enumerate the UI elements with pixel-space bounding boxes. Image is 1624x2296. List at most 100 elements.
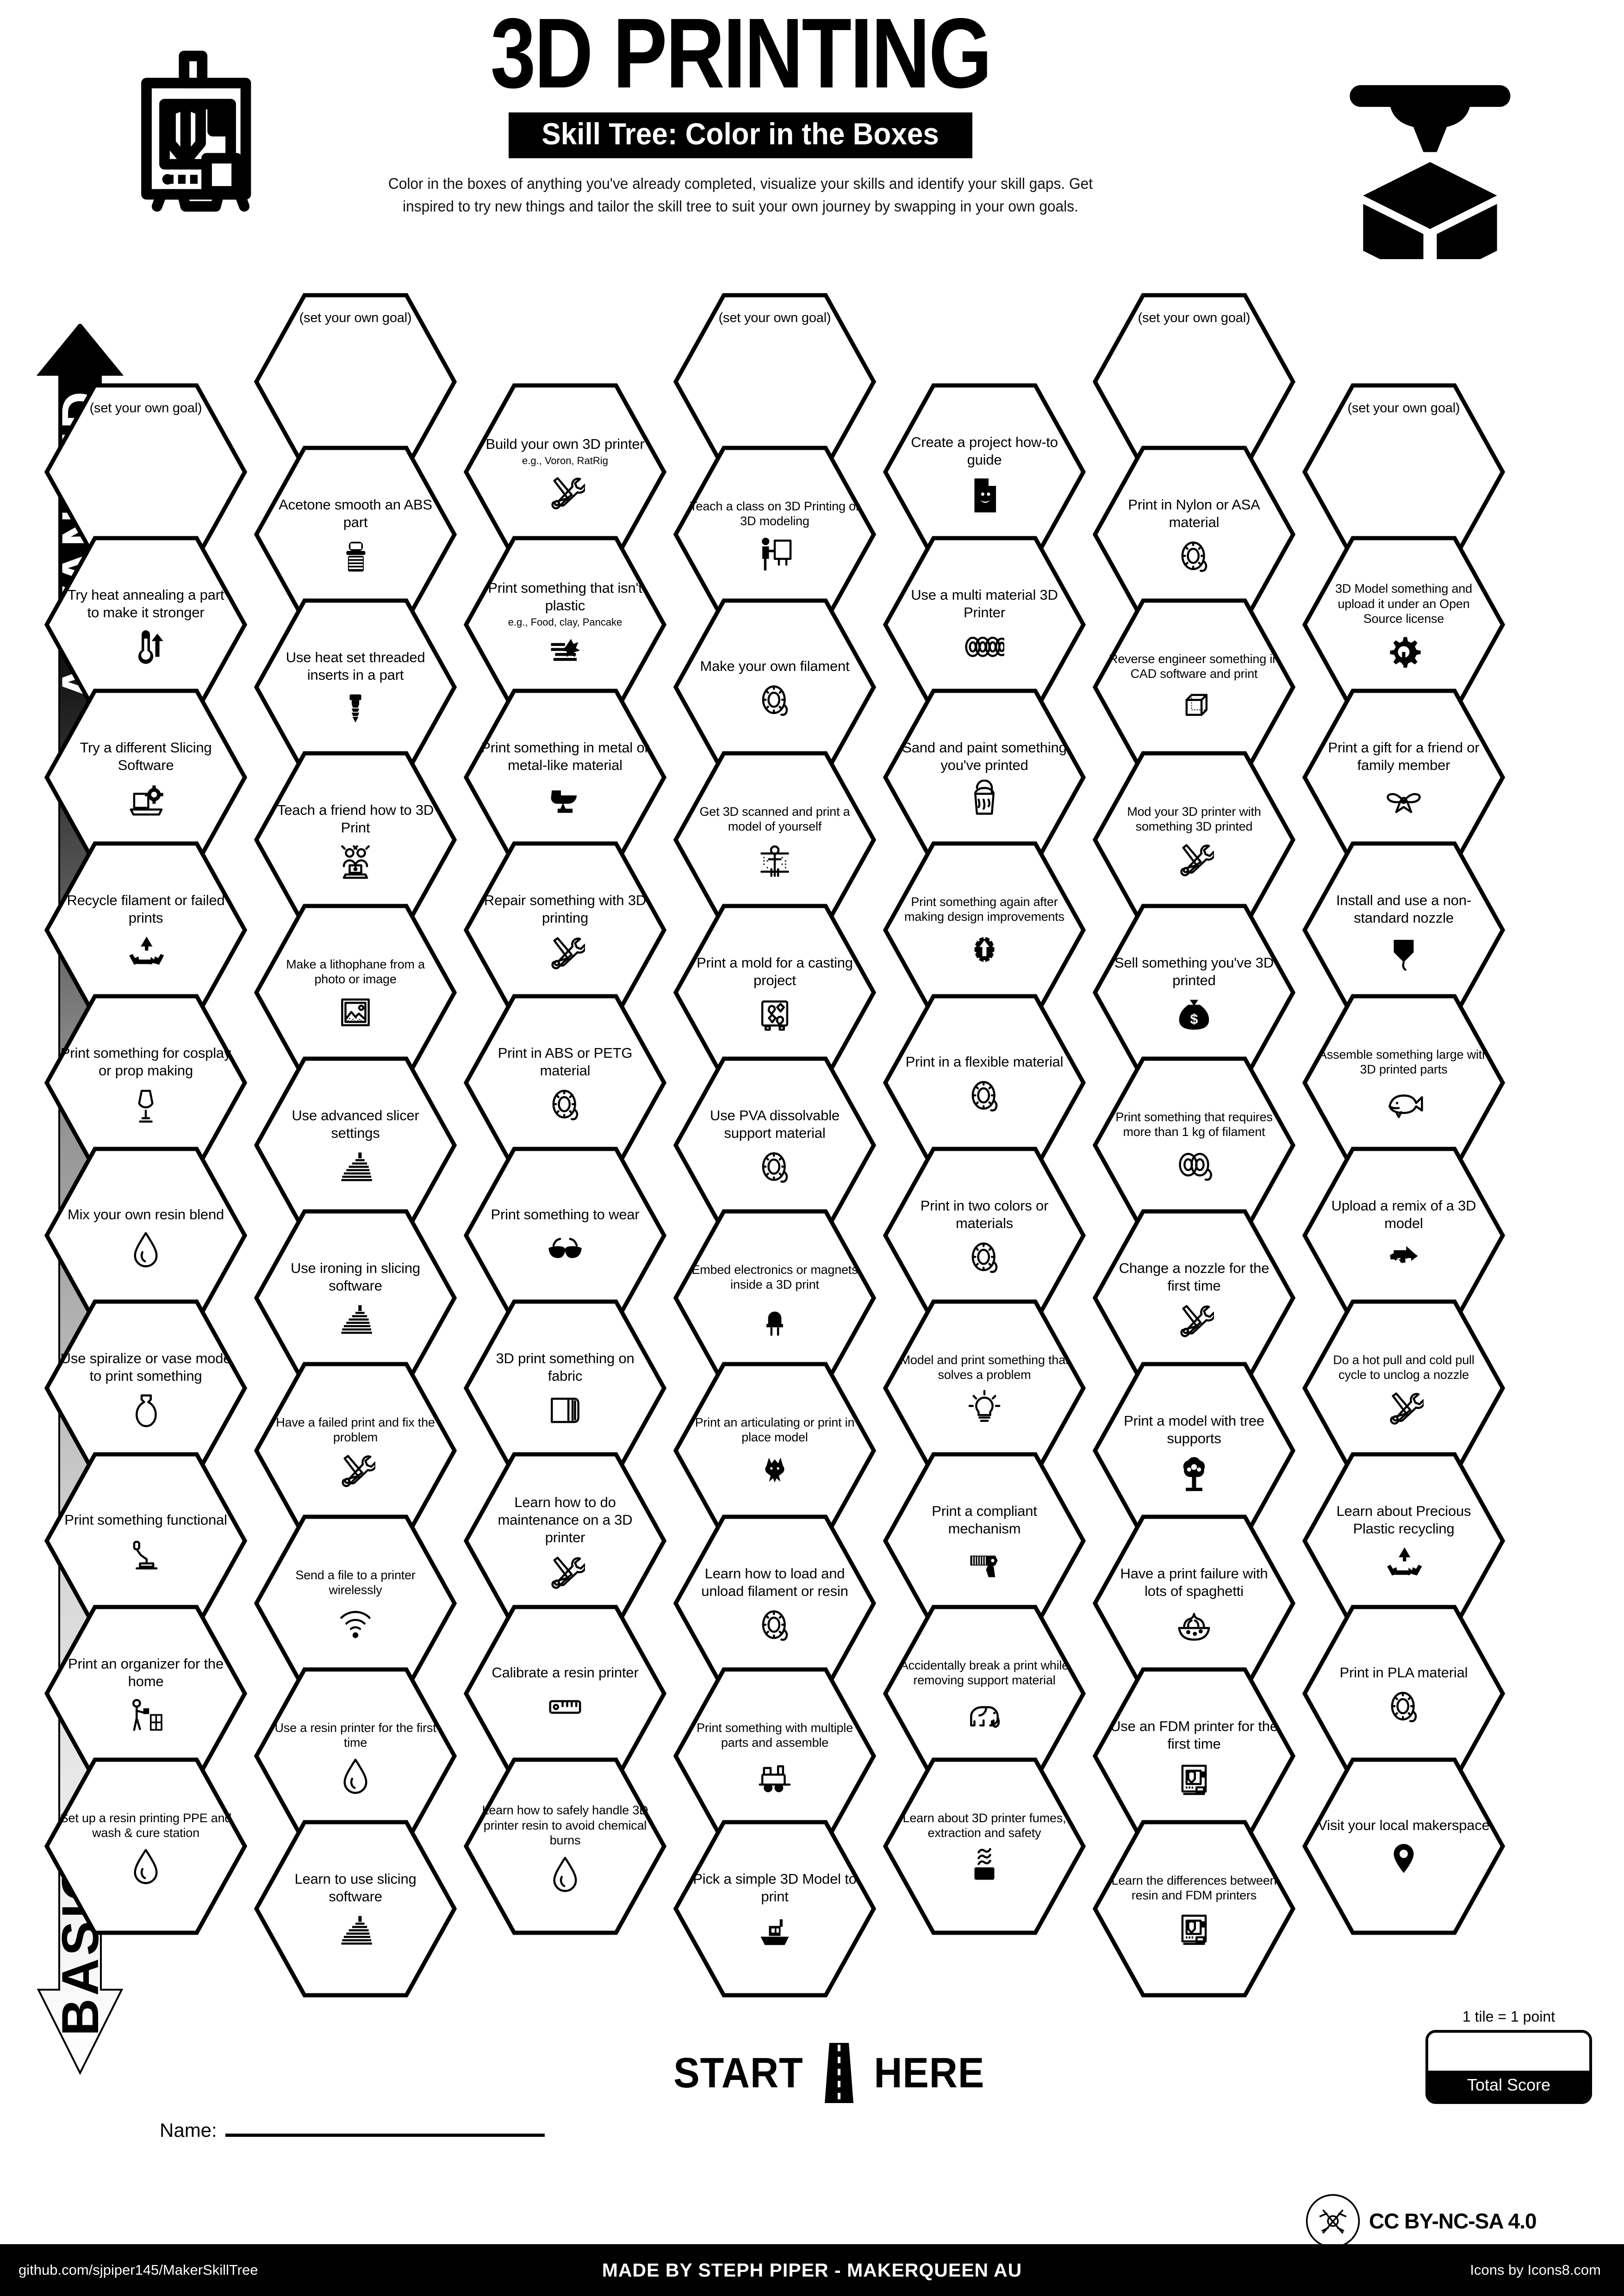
skill-tile-label: (set your own goal): [1347, 401, 1460, 416]
skill-tile[interactable]: Acetone smooth an ABS part: [254, 444, 457, 625]
score-area: 1 tile = 1 point Total Score: [1425, 2008, 1592, 2104]
skill-tile-content: Learn about Precious Plastic recycling: [1318, 1466, 1490, 1619]
skill-tile-label: Change a nozzle for the first time: [1119, 1260, 1269, 1294]
skill-tile-label: Do a hot pull and cold pull cycle to unc…: [1333, 1353, 1475, 1382]
skill-tile-content: Print in two colors or materials: [898, 1161, 1070, 1314]
skill-tile-label: Use spiralize or vase mode to print some…: [60, 1350, 231, 1384]
skill-tile[interactable]: Print something functional: [44, 1451, 248, 1631]
skill-tile[interactable]: Print in ABS or PETG material: [463, 993, 667, 1173]
skill-tile[interactable]: Teach a class on 3D Printing or 3D model…: [673, 444, 877, 625]
skill-tile[interactable]: Use spiralize or vase mode to print some…: [44, 1298, 248, 1478]
skill-tile-label: 3D print something on fabric: [496, 1350, 635, 1384]
money-bag-icon: $: [1179, 999, 1209, 1030]
skill-tile[interactable]: Have a failed print and fix the problem: [254, 1360, 457, 1541]
skill-tile[interactable]: Learn the differences between resin and …: [1092, 1818, 1296, 1999]
filament-spool-icon: [971, 1242, 998, 1273]
skill-tile-content: Make your own filament: [689, 613, 861, 765]
skill-tile[interactable]: Build your own 3D printer e.g., Voron, Ra…: [463, 382, 667, 562]
skill-tile[interactable]: Use a resin printer for the first time: [254, 1666, 457, 1846]
skill-tile-content: Recycle filament or failed prints: [60, 856, 232, 1008]
skill-tile[interactable]: Do a hot pull and cold pull cycle to unc…: [1302, 1298, 1506, 1478]
skill-tile[interactable]: 3D Model something and upload it under a…: [1302, 534, 1506, 715]
skill-tile-content: Print a compliant mechanism: [898, 1466, 1070, 1619]
svg-text:$: $: [1190, 1011, 1198, 1027]
vase-icon: [136, 1394, 157, 1427]
skill-tile[interactable]: 3D print something on fabric: [463, 1298, 667, 1478]
skill-tile[interactable]: Get 3D scanned and print a model of your…: [673, 750, 877, 930]
skill-tile-label: Build your own 3D printer: [485, 435, 645, 452]
footer-github-link[interactable]: github.com/sjpiper145/MakerSkillTree: [19, 2262, 258, 2278]
skill-tile[interactable]: Use PVA dissolvable support material: [673, 1055, 877, 1235]
skill-tile-content: Use advanced slicer settings: [269, 1071, 442, 1223]
skill-tile[interactable]: Print in Nylon or ASA material: [1092, 444, 1296, 625]
skill-tile-content: Print in a flexible material: [898, 1008, 1070, 1161]
skill-tile-content: Use spiralize or vase mode to print some…: [60, 1314, 232, 1466]
skill-tile-label: Learn about Precious Plastic recycling: [1336, 1503, 1471, 1537]
skill-tile[interactable]: Print a model with tree supports: [1092, 1360, 1296, 1541]
skill-tile-label: Set up a resin printing PPE and wash & c…: [60, 1811, 232, 1840]
skill-tile[interactable]: Use heat set threaded inserts in a part: [254, 597, 457, 777]
skill-tile[interactable]: Install and use a non-standard nozzle: [1302, 840, 1506, 1020]
skill-tile[interactable]: Recycle filament or failed prints: [44, 840, 248, 1020]
skill-tile[interactable]: Reverse engineer something in CAD softwa…: [1092, 597, 1296, 777]
footer-icons-credit[interactable]: Icons by Icons8.com: [1470, 2262, 1601, 2278]
skill-tile[interactable]: Model and print something that solves a …: [883, 1298, 1086, 1478]
skill-tile[interactable]: Sand and paint something you've printed: [883, 687, 1086, 868]
skill-tile[interactable]: Accidentally break a print while removin…: [883, 1603, 1086, 1784]
skill-tile[interactable]: Learn about Precious Plastic recycling: [1302, 1451, 1506, 1631]
skill-tile[interactable]: Upload a remix of a 3D model: [1302, 1145, 1506, 1326]
skill-tile[interactable]: Learn how to safely handle 3D printer re…: [463, 1756, 667, 1936]
name-field[interactable]: Name:: [160, 2119, 669, 2141]
skill-tile-label: Upload a remix of a 3D model: [1331, 1198, 1476, 1231]
screwdriver-wrench-icon: [551, 937, 585, 969]
skill-tile[interactable]: Try heat annealing a part to make it str…: [44, 534, 248, 715]
name-input-line[interactable]: [225, 2134, 545, 2137]
skill-tile-label: Print in two colors or materials: [920, 1198, 1049, 1231]
skill-tile-content: Teach a class on 3D Printing or 3D model…: [689, 460, 861, 613]
skill-tile[interactable]: Calibrate a resin printer: [463, 1603, 667, 1784]
skill-tile[interactable]: Print a compliant mechanism: [883, 1451, 1086, 1631]
screw-icon: [349, 694, 361, 723]
skill-tile[interactable]: Try a different Slicing Software: [44, 687, 248, 868]
skill-tile[interactable]: Print in a flexible material: [883, 993, 1086, 1173]
skill-tile-label: Use advanced slicer settings: [292, 1107, 419, 1141]
skill-tile-label: Learn about 3D printer fumes, extraction…: [902, 1811, 1066, 1840]
skill-tile[interactable]: Make a lithophane from a photo or image: [254, 902, 457, 1083]
skill-tile[interactable]: Print something again after making desig…: [883, 840, 1086, 1020]
score-value[interactable]: [1428, 2033, 1589, 2071]
skill-tile[interactable]: Set up a resin printing PPE and wash & c…: [44, 1756, 248, 1936]
here-word: HERE: [873, 2049, 984, 2097]
title-block: 3D PRINTING Skill Tree: Color in the Box…: [347, 3, 1134, 218]
skill-tile[interactable]: Mod your 3D printer with something 3D pr…: [1092, 750, 1296, 930]
skill-tile[interactable]: Send a file to a printer wirelessly: [254, 1513, 457, 1694]
skill-tile-content: Make a lithophane from a photo or image: [269, 918, 442, 1071]
skill-tile[interactable]: Learn how to do maintenance on a 3D prin…: [463, 1451, 667, 1631]
resin-drop-icon: [134, 1849, 158, 1885]
skill-tile-label: Try heat annealing a part to make it str…: [67, 587, 224, 621]
skill-tile[interactable]: Print something with multiple parts and …: [673, 1666, 877, 1846]
skill-tile-content: Assemble something large with 3D printed…: [1318, 1008, 1490, 1161]
skill-tile-label: (set your own goal): [299, 310, 412, 325]
skill-tile[interactable]: Print an organizer for the home: [44, 1603, 248, 1784]
skill-tile-content: Upload a remix of a 3D model: [1318, 1161, 1490, 1314]
skill-tile[interactable]: Visit your local makerspace: [1302, 1756, 1506, 1936]
skill-tile-label: Print a mold for a casting project: [697, 955, 853, 988]
skill-tile-label: Acetone smooth an ABS part: [279, 496, 432, 530]
skill-tile-label: Print something for cosplay or prop maki…: [60, 1045, 231, 1079]
skill-tile-content: Print something in metal or metal-like m…: [479, 703, 651, 856]
hexagon-outline: [463, 1757, 667, 1935]
robot-arm-icon: [133, 1540, 158, 1570]
skill-tile[interactable]: Pick a simple 3D Model to print: [673, 1818, 877, 1999]
skill-tile[interactable]: Print something that requires more than …: [1092, 1055, 1296, 1235]
skill-tile[interactable]: Learn to use slicing software: [254, 1818, 457, 1999]
skill-tile-label: Calibrate a resin printer: [492, 1664, 639, 1681]
map-pin-icon: [1394, 1843, 1414, 1873]
skill-tile[interactable]: Sell something you've 3D printed $: [1092, 902, 1296, 1083]
total-score-box[interactable]: Total Score: [1425, 2030, 1592, 2104]
skill-tile[interactable]: Embed electronics or magnets inside a 3D…: [673, 1208, 877, 1388]
skill-tile-content: Teach a friend how to 3D Print: [269, 765, 442, 918]
skill-tile[interactable]: Assemble something large with 3D printed…: [1302, 993, 1506, 1173]
skill-tile-content: Mix your own resin blend: [60, 1161, 232, 1314]
skill-tile[interactable]: Learn about 3D printer fumes, extraction…: [883, 1756, 1086, 1936]
